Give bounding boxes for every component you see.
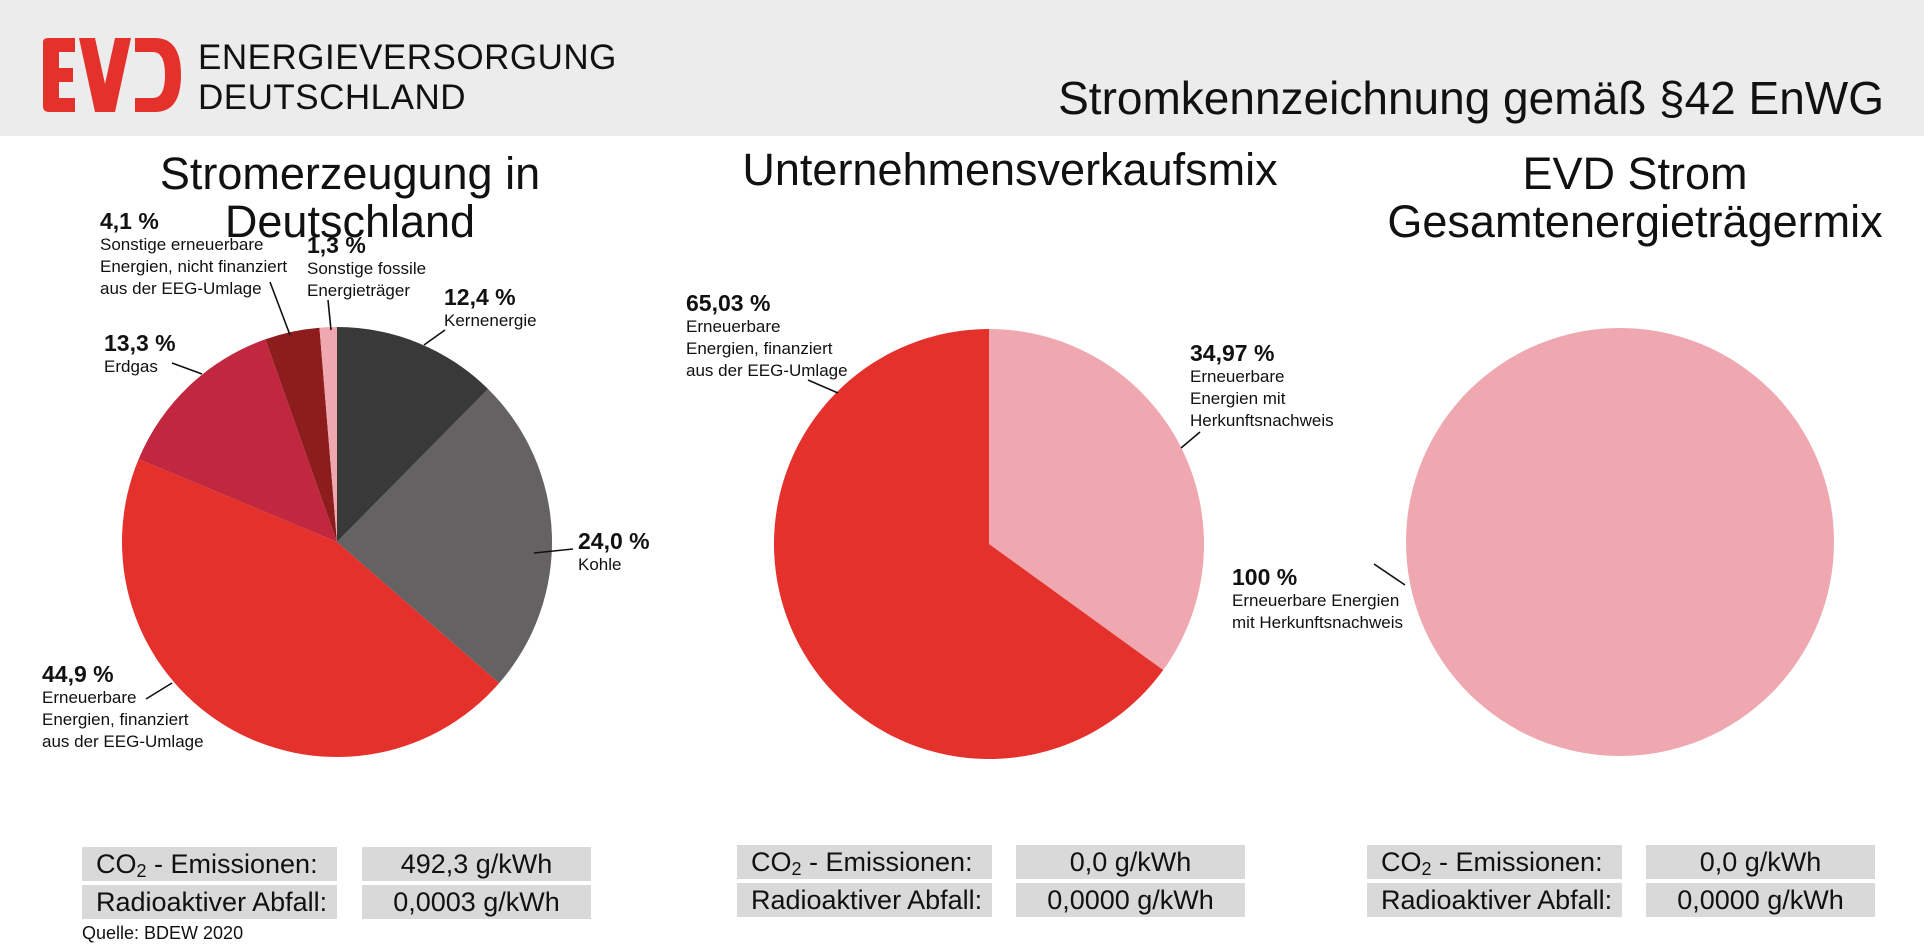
chart1-sonstige-fossile-desc: Sonstige fossile Energieträger xyxy=(307,259,427,300)
chart3-title-line2: Gesamtenergieträgermix xyxy=(1387,196,1883,247)
chart1-slice-2 xyxy=(122,459,500,757)
chart3-leader-herkunftsnachweis xyxy=(1373,563,1406,586)
chart2-title: Unternehmensverkaufsmix xyxy=(742,144,1278,195)
chart1-erdgas-pct: 13,3 % xyxy=(104,330,176,356)
chart2-herkunftsnachweis-desc: Erneuerbare Energien mit Herkunftsnachwe… xyxy=(1190,367,1334,430)
page-title: Stromkennzeichnung gemäß §42 EnWG xyxy=(1058,72,1884,124)
source-note: Quelle: BDEW 2020 xyxy=(82,923,244,943)
chart3-slice-0 xyxy=(1406,328,1834,756)
chart2-waste-label: Radioaktiver Abfall: xyxy=(737,883,992,917)
chart3-waste-value: 0,0000 g/kWh xyxy=(1646,883,1875,917)
chart1-kohle-pct: 24,0 % xyxy=(578,528,650,554)
chart2-erneuerbare-pct: 65,03 % xyxy=(686,290,771,316)
chart1-label-kernenergie: 12,4 % Kernenergie xyxy=(444,284,537,332)
chart1-leader-kernenergie xyxy=(423,329,446,346)
chart1-leader-erneuerbare xyxy=(145,682,173,700)
chart2-leader-erneuerbare xyxy=(807,379,839,394)
chart1-leader-erdgas xyxy=(171,362,203,375)
chart1-sonstige-erneuerbare-pct: 4,1 % xyxy=(100,208,159,234)
chart1-label-sonstige-fossile: 1,3 % Sonstige fossile Energieträger xyxy=(307,232,426,302)
chart2-slice-1 xyxy=(773,329,1164,759)
company-line2: DEUTSCHLAND xyxy=(198,78,467,117)
chart2-waste-value: 0,0000 g/kWh xyxy=(1016,883,1245,917)
company-line1: ENERGIEVERSORGUNG xyxy=(198,38,617,77)
chart3-co2-value: 0,0 g/kWh xyxy=(1646,845,1875,879)
chart3-herkunftsnachweis-pct: 100 % xyxy=(1232,564,1298,590)
chart2-slice-0 xyxy=(989,329,1204,671)
chart1-label-erdgas: 13,3 % Erdgas xyxy=(104,330,176,378)
chart1-slice-4 xyxy=(265,327,337,542)
chart1-leader-sonstige-fossile xyxy=(327,299,332,331)
chart2-co2-value: 0,0 g/kWh xyxy=(1016,845,1245,879)
chart1-slice-0 xyxy=(337,327,489,542)
chart1-label-kohle: 24,0 % Kohle xyxy=(578,528,650,576)
chart3-herkunftsnachweis-desc: Erneuerbare Energien mit Herkunftsnachwe… xyxy=(1232,591,1404,632)
chart1-label-erneuerbare: 44,9 % Erneuerbare Energien, finanziert … xyxy=(42,661,204,753)
chart1-kernenergie-desc: Kernenergie xyxy=(444,311,537,330)
chart1-slice-5 xyxy=(319,327,337,542)
chart1-kohle-desc: Kohle xyxy=(578,555,622,574)
chart1-co2-label: CO2 - Emissionen: xyxy=(82,847,337,881)
chart1-erneuerbare-desc: Erneuerbare Energien, finanziert aus der… xyxy=(42,688,204,751)
chart2-herkunftsnachweis-pct: 34,97 % xyxy=(1190,340,1275,366)
chart1-leader-kohle xyxy=(533,548,574,554)
chart1-sonstige-fossile-pct: 1,3 % xyxy=(307,232,366,258)
chart3-co2-label: CO2 - Emissionen: xyxy=(1367,845,1622,879)
chart1-leader-sonstige-erneuerbare xyxy=(269,281,291,336)
chart3-title-line1: EVD Strom xyxy=(1522,148,1748,199)
chart1-erneuerbare-pct: 44,9 % xyxy=(42,661,114,687)
chart3-waste-label: Radioaktiver Abfall: xyxy=(1367,883,1622,917)
chart1-title: Stromerzeugung in Deutschland xyxy=(159,148,541,247)
header-bar: ENERGIEVERSORGUNG DEUTSCHLAND Stromkennz… xyxy=(0,0,1924,136)
chart2-leader-herkunftsnachweis xyxy=(1180,431,1201,449)
chart1-slice-1 xyxy=(337,389,552,684)
chart1-kernenergie-pct: 12,4 % xyxy=(444,284,516,310)
chart1-waste-label: Radioaktiver Abfall: xyxy=(82,885,337,919)
chart1-waste-value: 0,0003 g/kWh xyxy=(362,885,591,919)
chart1-sonstige-erneuerbare-desc: Sonstige erneuerbare Energien, nicht fin… xyxy=(100,235,288,298)
chart2-erneuerbare-desc: Erneuerbare Energien, finanziert aus der… xyxy=(686,317,848,380)
company-name: ENERGIEVERSORGUNG DEUTSCHLAND xyxy=(198,38,617,118)
chart1-erdgas-desc: Erdgas xyxy=(104,357,158,376)
chart2-co2-label: CO2 - Emissionen: xyxy=(737,845,992,879)
chart3-label-herkunftsnachweis: 100 % Erneuerbare Energien mit Herkunfts… xyxy=(1232,564,1403,634)
chart3-title: EVD Strom Gesamtenergieträgermix xyxy=(1330,150,1924,246)
chart2-label-herkunftsnachweis: 34,97 % Erneuerbare Energien mit Herkunf… xyxy=(1190,340,1334,432)
chart1-label-sonstige-erneuerbare: 4,1 % Sonstige erneuerbare Energien, nic… xyxy=(100,208,287,300)
evd-logo xyxy=(43,38,181,112)
chart1-co2-value: 492,3 g/kWh xyxy=(362,847,591,881)
chart1-slice-3 xyxy=(138,339,337,542)
chart2-label-erneuerbare: 65,03 % Erneuerbare Energien, finanziert… xyxy=(686,290,848,382)
